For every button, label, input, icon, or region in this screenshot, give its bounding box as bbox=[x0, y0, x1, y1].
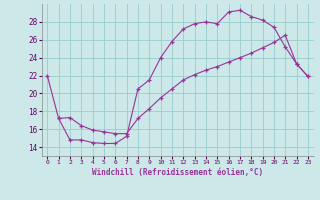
X-axis label: Windchill (Refroidissement éolien,°C): Windchill (Refroidissement éolien,°C) bbox=[92, 168, 263, 177]
